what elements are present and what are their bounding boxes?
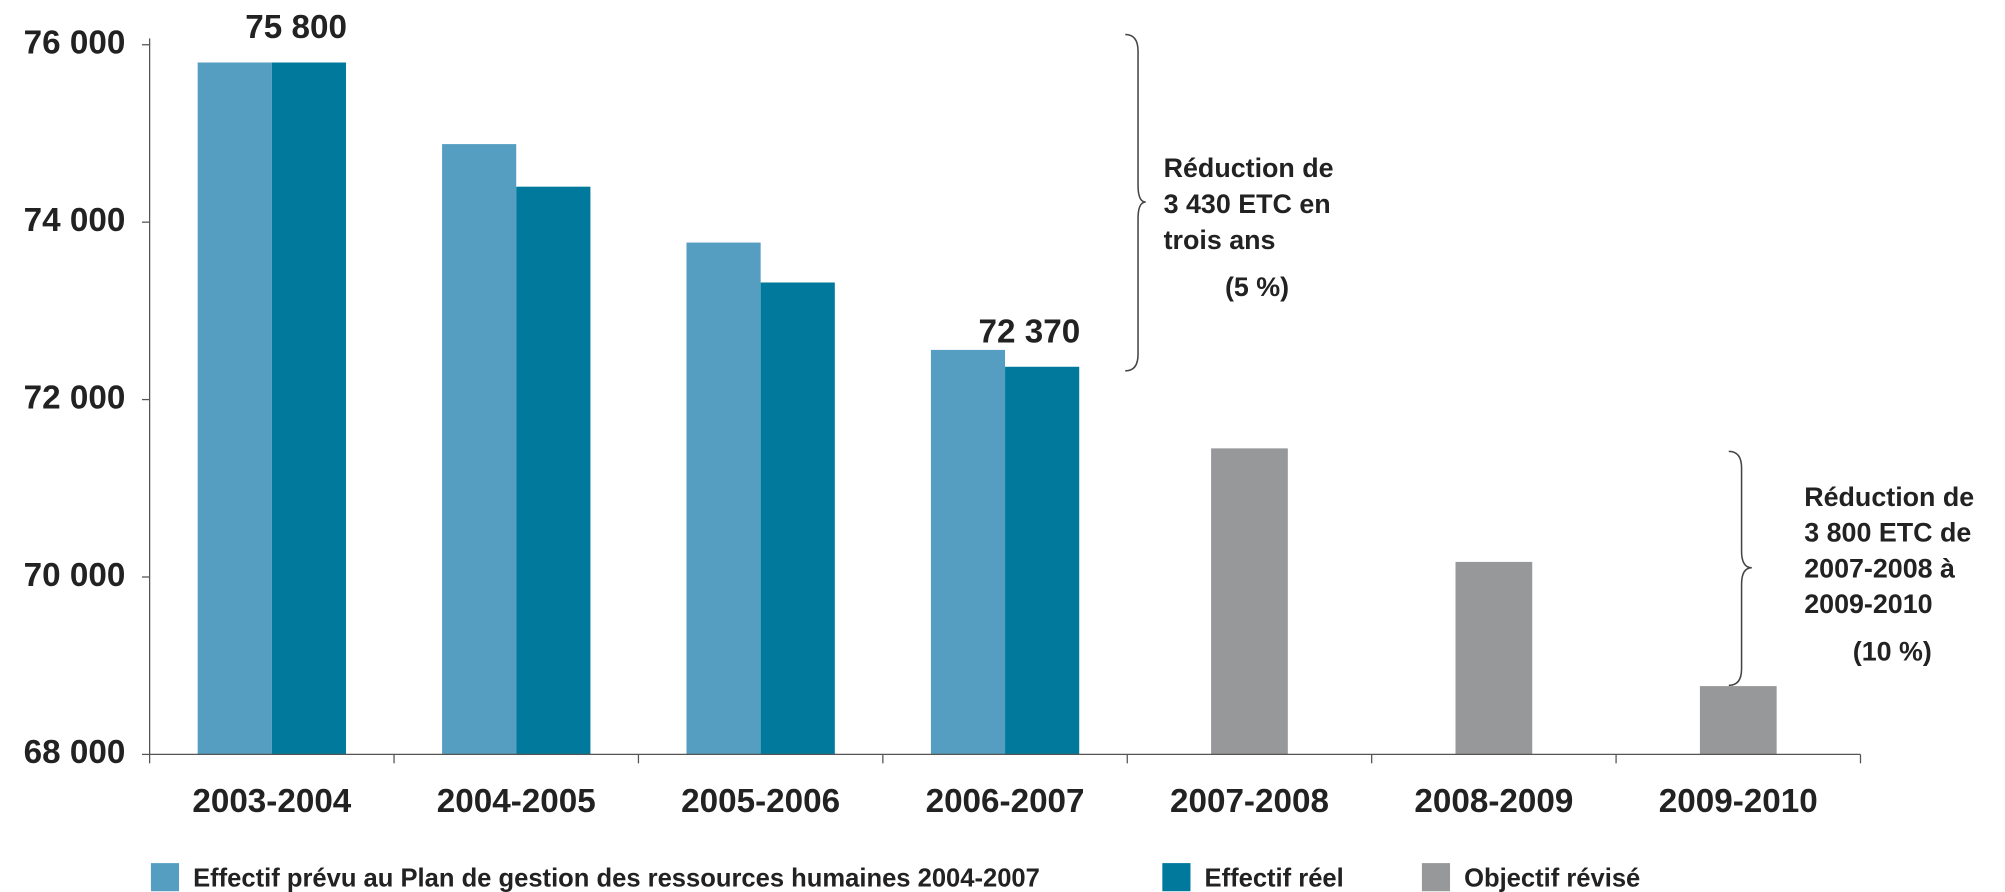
data-label: 72 370 bbox=[979, 313, 1081, 350]
bar bbox=[197, 62, 272, 755]
legend-label: Effectif réel bbox=[1205, 864, 1344, 892]
bar bbox=[1211, 448, 1288, 755]
annotation: 2009-2010 bbox=[1804, 589, 1932, 619]
x-tick-label: 2004-2005 bbox=[437, 783, 596, 820]
x-tick-label: 2006-2007 bbox=[926, 783, 1085, 820]
bar bbox=[1005, 366, 1080, 755]
x-tick-label: 2008-2009 bbox=[1414, 783, 1573, 820]
legend-swatch bbox=[150, 863, 180, 892]
brace bbox=[1728, 450, 1752, 687]
annotation: trois ans bbox=[1164, 225, 1276, 255]
annotation: 3 430 ETC en bbox=[1164, 189, 1331, 219]
bar bbox=[760, 282, 835, 755]
brace bbox=[1125, 33, 1146, 372]
bar bbox=[930, 349, 1006, 755]
annotation: 3 800 ETC de bbox=[1804, 518, 1971, 548]
legend-label: Objectif révisé bbox=[1464, 864, 1640, 892]
y-tick-label: 68 000 bbox=[24, 734, 126, 771]
bar bbox=[686, 242, 761, 755]
y-tick-label: 74 000 bbox=[24, 202, 126, 239]
legend-label: Effectif prévu au Plan de gestion des re… bbox=[193, 864, 1040, 892]
y-tick-label: 70 000 bbox=[24, 557, 126, 594]
x-tick-label: 2009-2010 bbox=[1659, 783, 1818, 820]
bar bbox=[442, 144, 517, 755]
bar bbox=[1699, 686, 1777, 755]
legend-swatch bbox=[1421, 863, 1451, 892]
data-label: 75 800 bbox=[245, 9, 347, 46]
annotation: Réduction de bbox=[1804, 482, 1974, 512]
x-tick-label: 2005-2006 bbox=[681, 783, 840, 820]
annotation: (5 %) bbox=[1225, 272, 1289, 302]
bar bbox=[271, 62, 346, 755]
annotation: (10 %) bbox=[1853, 636, 1932, 666]
x-tick-label: 2007-2008 bbox=[1170, 783, 1329, 820]
y-tick-label: 76 000 bbox=[24, 25, 126, 62]
annotation: Réduction de bbox=[1164, 153, 1334, 183]
bar bbox=[1455, 561, 1533, 755]
legend-swatch bbox=[1162, 863, 1191, 892]
annotation: 2007-2008 à bbox=[1804, 553, 1955, 583]
bar bbox=[516, 186, 591, 755]
x-tick-label: 2003-2004 bbox=[192, 783, 351, 820]
y-tick-label: 72 000 bbox=[24, 379, 126, 416]
